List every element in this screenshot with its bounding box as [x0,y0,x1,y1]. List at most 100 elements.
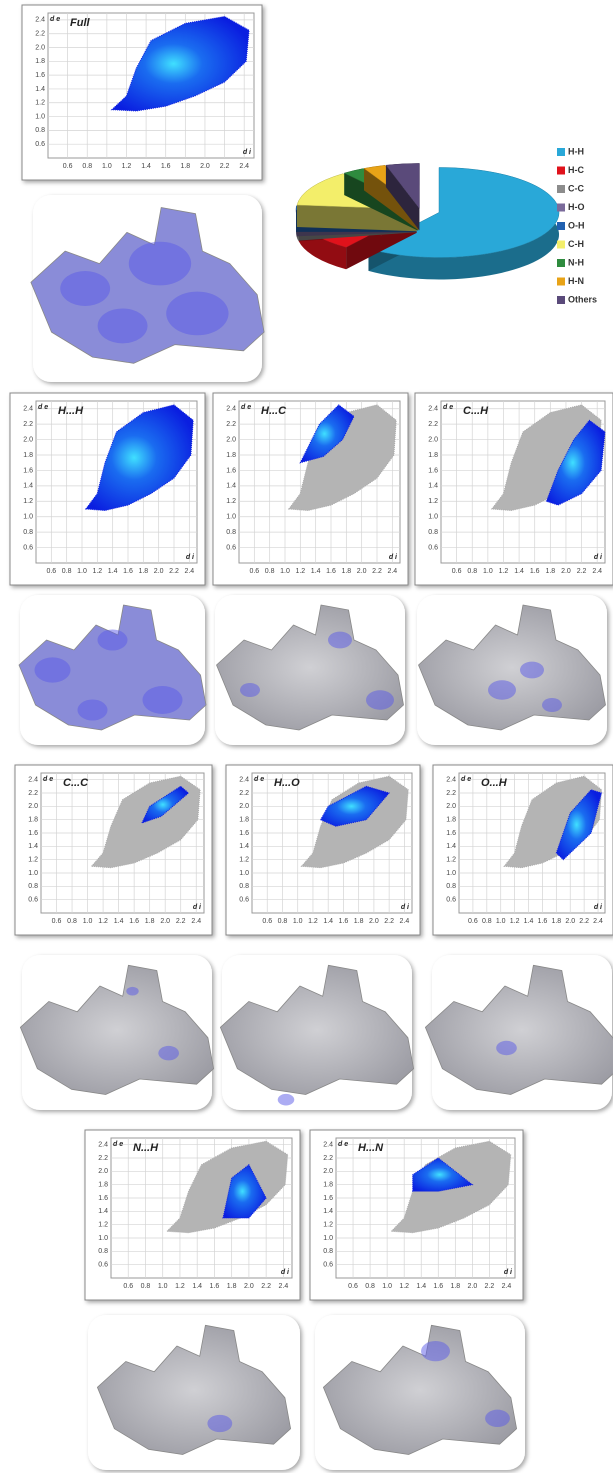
y-tick-label: 2.2 [28,790,38,797]
x-tick-label: 2.2 [485,1283,495,1290]
x-tick-label: 2.4 [184,568,194,575]
y-tick-label: 1.2 [35,100,45,107]
y-tick-label: 2.2 [98,1155,108,1162]
y-tick-label: 2.4 [226,406,236,413]
x-tick-label: 0.6 [63,163,73,170]
y-tick-label: 0.6 [428,544,438,551]
y-tick-label: 1.0 [446,870,456,877]
x-tick-label: 1.0 [77,568,87,575]
y-tick-label: 1.6 [98,1195,108,1202]
y-tick-label: 1.6 [239,830,249,837]
y-axis-label: d e [38,404,48,411]
surface-spot [240,683,260,697]
x-tick-label: 0.6 [348,1283,358,1290]
y-tick-label: 1.2 [28,857,38,864]
x-tick-label: 1.2 [399,1283,409,1290]
x-tick-label: 1.2 [510,918,520,925]
y-tick-label: 1.6 [323,1195,333,1202]
y-tick-label: 0.8 [23,529,33,536]
x-tick-label: 2.2 [220,163,230,170]
y-tick-label: 2.2 [323,1155,333,1162]
legend-label: O-H [568,220,585,230]
surface-spot [488,680,516,700]
x-axis-label: d i [594,904,603,911]
plot-title: N...H [133,1142,159,1154]
x-axis-label: d i [504,1269,513,1276]
y-tick-label: 2.0 [226,436,236,443]
x-axis-label: d i [281,1269,290,1276]
y-tick-label: 2.4 [23,406,33,413]
surface-spot [542,698,562,712]
y-tick-label: 1.2 [446,857,456,864]
x-tick-label: 2.0 [160,918,170,925]
x-tick-label: 0.8 [482,918,492,925]
x-tick-label: 2.0 [565,918,575,925]
y-tick-label: 2.0 [239,803,249,810]
y-tick-label: 1.6 [28,830,38,837]
y-tick-label: 0.6 [239,897,249,904]
y-tick-label: 0.6 [323,1262,333,1269]
x-tick-label: 1.6 [339,918,349,925]
legend-label: H-O [568,202,585,212]
x-tick-label: 1.8 [450,1283,460,1290]
x-tick-label: 1.4 [311,568,321,575]
y-tick-label: 1.8 [239,817,249,824]
x-tick-label: 1.6 [433,1283,443,1290]
x-tick-label: 2.2 [176,918,186,925]
x-tick-label: 0.8 [62,568,72,575]
y-tick-label: 1.2 [323,1222,333,1229]
x-tick-label: 2.4 [592,568,602,575]
y-tick-label: 1.4 [98,1208,108,1215]
x-axis-label: d i [389,554,398,561]
x-tick-label: 0.8 [67,918,77,925]
plot-title: H...O [274,777,300,789]
y-tick-label: 1.4 [35,86,45,93]
x-tick-label: 1.6 [326,568,336,575]
plot-title: C...H [463,405,489,417]
x-tick-label: 1.8 [227,1283,237,1290]
y-tick-label: 1.6 [35,72,45,79]
y-tick-label: 2.2 [226,421,236,428]
x-tick-label: 2.2 [261,1283,271,1290]
legend-label: Others [568,294,597,304]
x-tick-label: 1.4 [416,1283,426,1290]
x-tick-label: 2.0 [244,1283,254,1290]
y-tick-label: 2.4 [323,1142,333,1149]
y-tick-label: 0.6 [226,544,236,551]
y-tick-label: 0.8 [239,883,249,890]
y-tick-label: 0.8 [446,883,456,890]
y-tick-label: 2.2 [428,421,438,428]
x-tick-label: 1.0 [280,568,290,575]
surface-spot [98,308,148,343]
plot-title: H...C [261,405,287,417]
y-tick-label: 1.4 [323,1208,333,1215]
x-tick-label: 0.8 [265,568,275,575]
x-tick-label: 0.6 [123,1283,133,1290]
x-tick-label: 1.4 [108,568,118,575]
y-tick-label: 1.4 [428,483,438,490]
y-tick-label: 2.4 [98,1142,108,1149]
y-tick-label: 2.4 [35,17,45,24]
y-tick-label: 1.8 [35,58,45,65]
x-tick-label: 1.2 [92,568,102,575]
surface-spot [35,657,71,682]
y-tick-label: 2.2 [23,421,33,428]
plot-title: H...H [58,405,84,417]
legend-swatch [557,222,565,230]
y-tick-label: 1.4 [239,843,249,850]
legend-swatch [557,204,565,212]
y-tick-label: 0.8 [323,1248,333,1255]
y-tick-label: 1.0 [323,1235,333,1242]
x-tick-label: 1.8 [180,163,190,170]
y-tick-label: 1.2 [98,1222,108,1229]
y-tick-label: 2.0 [446,803,456,810]
y-tick-label: 1.8 [446,817,456,824]
x-tick-label: 0.8 [365,1283,375,1290]
surface-spot [129,242,191,286]
x-tick-label: 0.8 [141,1283,151,1290]
x-tick-label: 1.8 [545,568,555,575]
x-tick-label: 1.2 [122,163,132,170]
y-tick-label: 0.8 [428,529,438,536]
x-tick-label: 1.8 [341,568,351,575]
y-tick-label: 0.6 [98,1262,108,1269]
